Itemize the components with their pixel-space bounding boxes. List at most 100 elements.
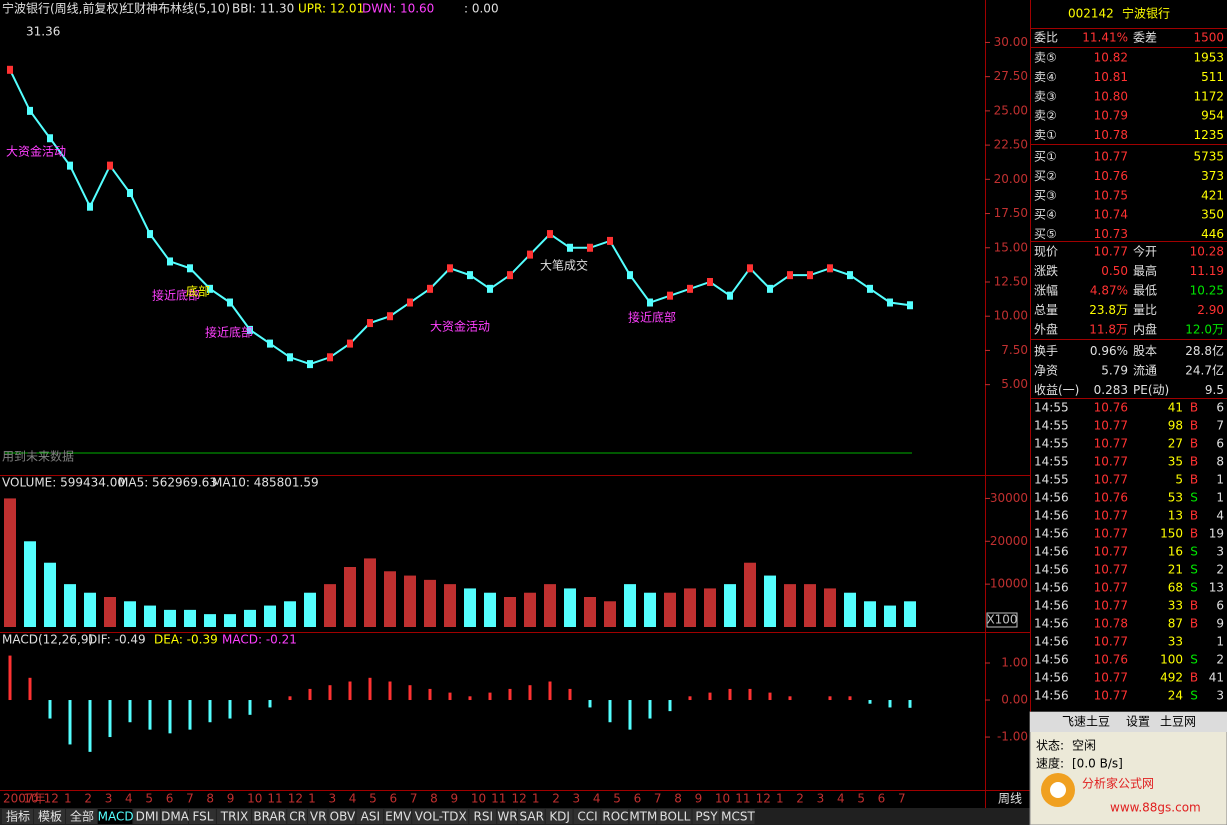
tab[interactable] (629, 809, 657, 824)
tab[interactable] (573, 809, 601, 824)
date-label: 1 (308, 792, 316, 806)
tab[interactable] (517, 809, 545, 824)
y-tick-label: 17.50 (994, 206, 1028, 220)
tab[interactable] (545, 809, 573, 824)
tab-label: MACD (98, 810, 134, 824)
candle (487, 284, 493, 293)
quote-label: 流通 (1133, 364, 1157, 378)
macd-bar (748, 688, 752, 701)
tab[interactable] (384, 809, 412, 824)
stock-name: 宁波银行 (1122, 6, 1170, 21)
macd-bar (108, 700, 112, 738)
candle (727, 291, 733, 300)
tab[interactable] (356, 809, 384, 824)
macd-bar (148, 700, 152, 730)
tab[interactable] (161, 809, 188, 824)
tab-label: MTM (629, 810, 657, 824)
tab[interactable] (657, 809, 692, 824)
trade-time: 14:56 (1034, 581, 1069, 595)
trade-count: 1 (1216, 635, 1224, 649)
date-label: 9 (451, 792, 459, 806)
book-label: 卖⑤ (1034, 51, 1057, 65)
trade-volume: 35 (1168, 455, 1183, 469)
candle (707, 277, 713, 286)
tab[interactable] (287, 809, 307, 824)
quote-label: 现价 (1034, 245, 1058, 259)
tab[interactable] (328, 809, 356, 824)
trade-side: S (1190, 545, 1198, 559)
trade-time: 14:56 (1034, 653, 1069, 667)
volume-bar (804, 584, 816, 627)
tab-label: MCST (721, 810, 755, 824)
trade-count: 2 (1216, 563, 1224, 577)
date-label: 10 (715, 792, 730, 806)
macd-bar (228, 700, 232, 719)
tab[interactable] (252, 809, 287, 824)
tab[interactable] (412, 809, 469, 824)
trade-volume: 53 (1168, 491, 1183, 505)
tab[interactable] (497, 809, 517, 824)
quote-value: 11.41% (1082, 31, 1128, 45)
tab[interactable] (720, 809, 755, 824)
macd-bar (8, 655, 12, 701)
extra: : 0.00 (464, 2, 499, 16)
macd-bar (268, 700, 272, 708)
volume-bar (644, 592, 656, 627)
popup-site[interactable]: 土豆网 (1160, 715, 1196, 729)
trade-side: S (1190, 581, 1198, 595)
tab[interactable] (98, 809, 133, 824)
upr: UPR: 12.01 (298, 2, 364, 16)
tab[interactable] (469, 809, 497, 824)
date-label: 4 (125, 792, 133, 806)
date-label: 8 (430, 792, 438, 806)
tab[interactable] (66, 809, 97, 824)
candle (747, 264, 753, 273)
tab[interactable] (307, 809, 328, 824)
date-label: 3 (573, 792, 581, 806)
macd-bar (608, 700, 612, 723)
quote-label: 股本 (1133, 344, 1157, 358)
tab[interactable] (2, 809, 33, 824)
trade-count: 3 (1216, 545, 1224, 559)
trade-time: 14:56 (1034, 491, 1069, 505)
date-label: 12 (756, 792, 771, 806)
tab-label: TRIX (220, 810, 248, 824)
popup-settings[interactable]: 设置 (1126, 715, 1150, 729)
y-tick-label: 20.00 (994, 172, 1028, 186)
trade-count: 1 (1216, 473, 1224, 487)
trade-count: 3 (1216, 689, 1224, 703)
trade-time: 14:56 (1034, 671, 1069, 685)
indicator-name: 红财神布林线(5,10) (122, 1, 230, 16)
tab[interactable] (189, 809, 216, 824)
trade-volume: 33 (1168, 635, 1183, 649)
tab[interactable] (601, 809, 629, 824)
trade-side: S (1190, 689, 1198, 703)
tab[interactable] (216, 809, 252, 824)
macd-bar (248, 700, 252, 715)
dif: DIF: -0.49 (88, 633, 146, 647)
macd-bar (348, 681, 352, 701)
tab-label: 指标 (6, 809, 30, 824)
tab[interactable] (133, 809, 161, 824)
date-label: 7 (898, 792, 906, 806)
y-tick-label: 1.00 (1001, 655, 1028, 669)
trade-side: B (1190, 527, 1198, 541)
y-tick-label: 0.00 (1001, 693, 1028, 707)
tab[interactable] (34, 809, 65, 824)
quote-label: 最低 (1133, 284, 1157, 298)
date-label: 1 (532, 792, 540, 806)
volume-bar (684, 588, 696, 627)
macd-bar (168, 700, 172, 734)
volume-bar (184, 609, 196, 627)
volume-bar (904, 601, 916, 627)
candle (587, 243, 593, 252)
tab[interactable] (692, 809, 720, 824)
trade-count: 6 (1216, 599, 1224, 613)
quote-value: 0.96% (1090, 344, 1128, 358)
trade-volume: 21 (1168, 563, 1183, 577)
tab-label: 全部 (70, 809, 94, 824)
date-label: 5 (369, 792, 377, 806)
quote-label: 外盘 (1034, 322, 1058, 337)
macd-bar (208, 700, 212, 723)
